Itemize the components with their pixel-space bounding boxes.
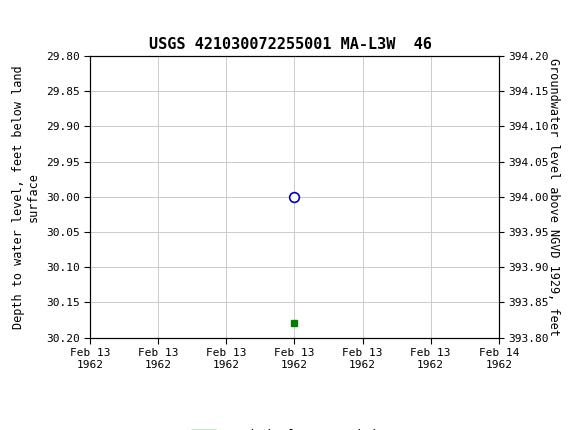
Text: USGS 421030072255001 MA-L3W  46: USGS 421030072255001 MA-L3W 46	[148, 37, 432, 52]
Legend: Period of approved data: Period of approved data	[186, 424, 403, 430]
Bar	[3, 3, 29, 33]
Text: USGS: USGS	[35, 9, 82, 28]
Y-axis label: Groundwater level above NGVD 1929, feet: Groundwater level above NGVD 1929, feet	[547, 58, 560, 336]
Y-axis label: Depth to water level, feet below land
surface: Depth to water level, feet below land su…	[12, 65, 40, 329]
Text: USGS: USGS	[9, 8, 59, 28]
